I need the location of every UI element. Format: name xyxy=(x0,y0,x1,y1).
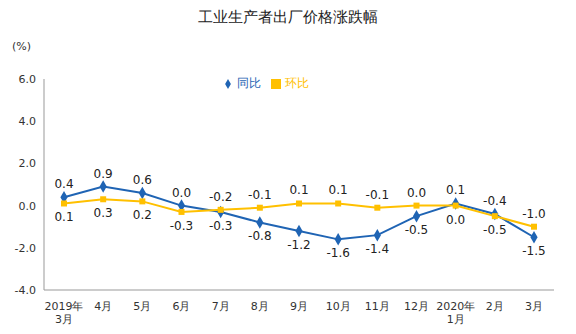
svg-text:6月: 6月 xyxy=(173,300,191,313)
svg-text:0.0: 0.0 xyxy=(172,186,191,200)
svg-text:12月: 12月 xyxy=(404,300,429,313)
svg-text:0.1: 0.1 xyxy=(446,183,465,197)
svg-text:4月: 4月 xyxy=(94,300,112,313)
svg-text:0.2: 0.2 xyxy=(133,208,152,222)
svg-text:-0.4: -0.4 xyxy=(483,194,506,208)
svg-text:3月: 3月 xyxy=(525,300,543,313)
html-text:同比: 同比 xyxy=(237,76,261,90)
svg-text:0.9: 0.9 xyxy=(94,167,113,181)
html-text:工业生产者出厂价格涨跌幅: 工业生产者出厂价格涨跌幅 xyxy=(198,8,378,26)
svg-text:11月: 11月 xyxy=(365,300,390,313)
svg-text:0.4: 0.4 xyxy=(54,177,73,191)
svg-text:-0.3: -0.3 xyxy=(170,219,193,233)
svg-text:4.0: 4.0 xyxy=(19,115,37,128)
svg-text:0.0: 0.0 xyxy=(19,200,37,213)
svg-text:-0.2: -0.2 xyxy=(209,190,232,204)
svg-text:0.1: 0.1 xyxy=(289,183,308,197)
html-text:环比: 环比 xyxy=(285,76,309,90)
svg-text:-0.3: -0.3 xyxy=(209,219,232,233)
svg-text:-1.5: -1.5 xyxy=(522,244,545,258)
svg-text:-1.6: -1.6 xyxy=(326,246,349,260)
svg-text:0.1: 0.1 xyxy=(329,183,348,197)
svg-text:9月: 9月 xyxy=(290,300,308,313)
svg-text:-1.2: -1.2 xyxy=(287,238,310,252)
svg-text:-2.0: -2.0 xyxy=(15,242,36,255)
svg-text:7月: 7月 xyxy=(212,300,230,313)
svg-text:-0.8: -0.8 xyxy=(248,229,271,243)
svg-text:-1.0: -1.0 xyxy=(522,207,545,221)
svg-text:5月: 5月 xyxy=(133,300,151,313)
svg-text:0.6: 0.6 xyxy=(133,173,152,187)
svg-text:2.0: 2.0 xyxy=(19,157,37,170)
svg-text:2月: 2月 xyxy=(486,300,504,313)
svg-text:2019年3月: 2019年3月 xyxy=(45,300,84,326)
svg-text:6.0: 6.0 xyxy=(19,73,37,86)
svg-text:8月: 8月 xyxy=(251,300,269,313)
svg-text:0.1: 0.1 xyxy=(54,210,73,224)
svg-text:-0.5: -0.5 xyxy=(405,223,428,237)
svg-text:2020年1月: 2020年1月 xyxy=(436,300,475,326)
svg-text:0.0: 0.0 xyxy=(407,186,426,200)
svg-text:-4.0: -4.0 xyxy=(15,284,36,297)
svg-text:0.0: 0.0 xyxy=(446,213,465,227)
svg-text:-0.1: -0.1 xyxy=(366,188,389,202)
svg-text:0.3: 0.3 xyxy=(94,206,113,220)
svg-text:-0.5: -0.5 xyxy=(483,223,506,237)
svg-text:-1.4: -1.4 xyxy=(366,242,389,256)
svg-text:-0.1: -0.1 xyxy=(248,188,271,202)
svg-text:10月: 10月 xyxy=(326,300,351,313)
